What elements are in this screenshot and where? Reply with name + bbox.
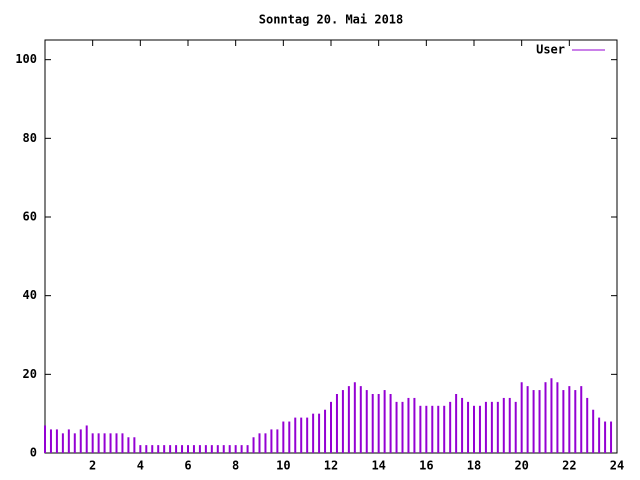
y-tick-label: 100 (15, 52, 37, 66)
x-tick-label: 4 (137, 459, 144, 473)
y-tick-label: 40 (23, 288, 37, 302)
x-tick-label: 22 (562, 459, 576, 473)
x-tick-label: 2 (89, 459, 96, 473)
y-tick-label: 80 (23, 131, 37, 145)
plot-frame (44, 39, 618, 454)
x-tick-label: 10 (276, 459, 290, 473)
x-tick-label: 6 (184, 459, 191, 473)
y-tick-label: 20 (23, 367, 37, 381)
x-tick-label: 20 (514, 459, 528, 473)
legend-label: User (536, 43, 565, 57)
x-tick-label: 14 (371, 459, 385, 473)
x-tick-label: 8 (232, 459, 239, 473)
x-tick-label: 16 (419, 459, 433, 473)
x-tick-label: 24 (610, 459, 624, 473)
x-tick-label: 12 (324, 459, 338, 473)
y-tick-label: 0 (30, 446, 37, 460)
y-tick-label: 60 (23, 210, 37, 224)
x-tick-label: 18 (467, 459, 481, 473)
chart-title: Sonntag 20. Mai 2018 (259, 13, 404, 27)
